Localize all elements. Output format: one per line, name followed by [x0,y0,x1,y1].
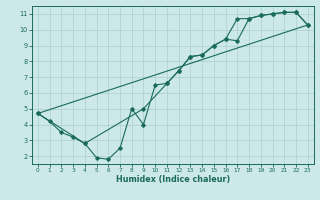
X-axis label: Humidex (Indice chaleur): Humidex (Indice chaleur) [116,175,230,184]
